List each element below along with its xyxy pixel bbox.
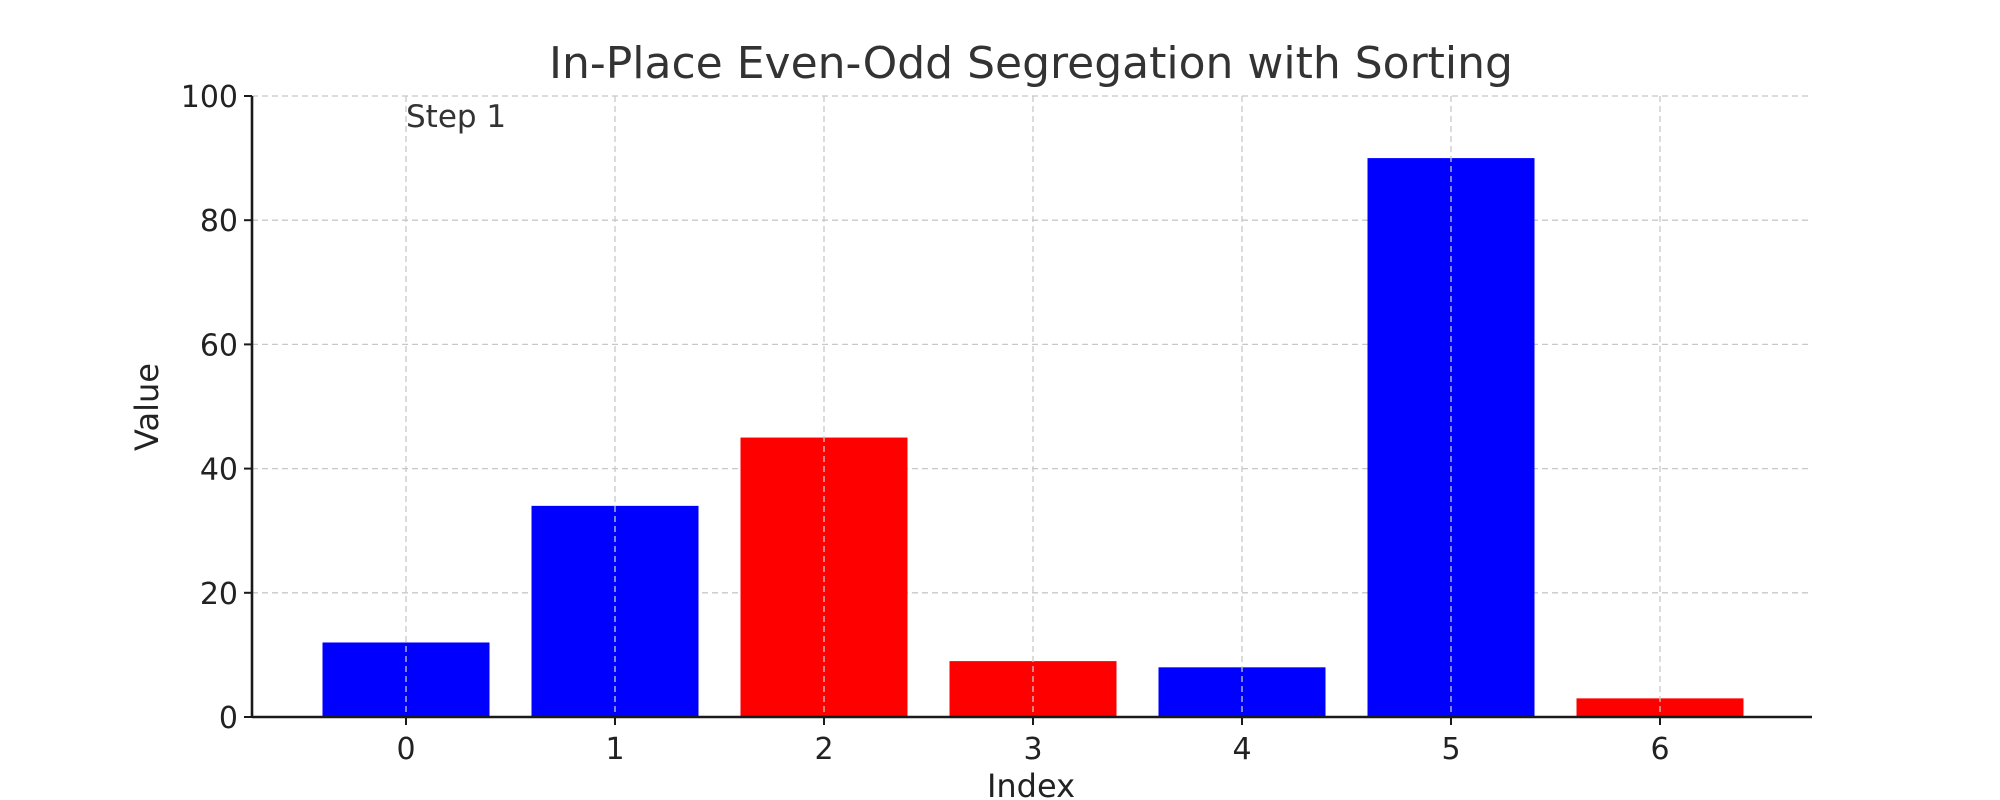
y-tick-label: 80 [200, 204, 238, 239]
y-axis-title: Value [128, 363, 166, 451]
y-tick-label: 40 [200, 453, 238, 488]
x-tick-label: 2 [814, 732, 833, 767]
x-tick-label: 1 [605, 732, 624, 767]
x-tick-label: 5 [1441, 732, 1460, 767]
x-tick-label: 3 [1023, 732, 1042, 767]
step-annotation: Step 1 [406, 99, 506, 135]
y-tick-label: 100 [181, 80, 238, 115]
x-tick-label: 4 [1232, 732, 1251, 767]
ticks: 0 20 40 60 80 100 0 1 2 3 4 5 6 [181, 80, 1670, 767]
axes [250, 96, 1812, 719]
y-tick-label: 0 [219, 701, 238, 736]
x-tick-label: 6 [1650, 732, 1669, 767]
chart-title: In-Place Even-Odd Segregation with Sorti… [549, 38, 1513, 89]
y-tick-label: 20 [200, 577, 238, 612]
y-tick-label: 60 [200, 328, 238, 363]
grid [252, 95, 1812, 594]
bars [322, 96, 1744, 718]
x-tick-label: 0 [396, 732, 415, 767]
x-axis-title: Index [987, 767, 1075, 800]
